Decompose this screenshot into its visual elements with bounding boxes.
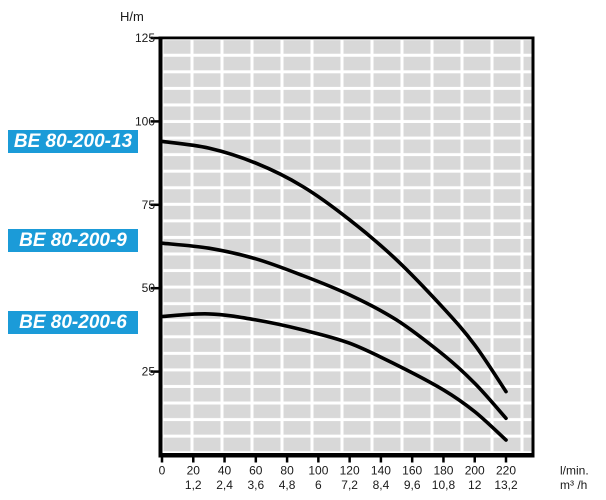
x-tick-label: 220 (496, 464, 516, 478)
x-tick (223, 457, 226, 463)
x-tick-label: 0 (159, 464, 166, 478)
x-tick-label-secondary: 4,8 (279, 478, 296, 492)
x-axis-unit-primary: l/min. (560, 464, 589, 478)
y-tick-label: 125 (135, 31, 155, 45)
x-tick (317, 457, 320, 463)
x-tick-label-secondary: 12 (468, 478, 482, 492)
x-tick (285, 457, 289, 463)
x-tick-label-secondary: 7,2 (341, 478, 358, 492)
x-tick (160, 457, 164, 463)
x-tick-label: 20 (187, 464, 201, 478)
y-tick (150, 36, 159, 40)
plot-border-right (531, 36, 535, 458)
y-axis-line (158, 36, 163, 458)
series-label-be-80-200-9: BE 80-200-9 (8, 229, 138, 252)
x-tick (254, 457, 258, 463)
x-tick-label-secondary: 10,8 (432, 478, 456, 492)
x-tick (442, 457, 445, 463)
y-tick-label: 25 (142, 365, 156, 379)
x-tick-label: 180 (433, 464, 453, 478)
x-tick-label: 140 (371, 464, 391, 478)
series-label-be-80-200-13: BE 80-200-13 (8, 130, 138, 153)
x-tick-label-secondary: 1,2 (185, 478, 202, 492)
curve-be-80-200-9 (160, 241, 508, 421)
x-tick-label: 40 (218, 464, 232, 478)
x-tick-label-secondary: 6 (315, 478, 322, 492)
curve-be-80-200-6 (160, 312, 508, 442)
plot-border-top (158, 36, 535, 40)
x-tick-label-secondary: 2,4 (216, 478, 233, 492)
x-tick (192, 457, 195, 463)
y-tick-label: 50 (142, 281, 156, 295)
x-tick-label-secondary: 8,4 (373, 478, 390, 492)
x-tick (379, 457, 383, 463)
x-tick (410, 457, 414, 463)
y-tick-label: 75 (142, 198, 156, 212)
y-tick-label: 100 (135, 114, 155, 128)
x-tick-label: 80 (280, 464, 294, 478)
y-tick (150, 203, 159, 207)
x-tick-label: 60 (249, 464, 263, 478)
x-tick-label-secondary: 9,6 (404, 478, 421, 492)
x-tick-label: 120 (340, 464, 360, 478)
x-tick (504, 457, 508, 463)
y-tick (150, 286, 159, 290)
x-tick-label-secondary: 13,2 (494, 478, 518, 492)
curve-be-80-200-13 (160, 139, 508, 394)
x-axis-unit-secondary: m³ /h (560, 478, 587, 492)
x-tick (473, 457, 476, 463)
series-label-be-80-200-6: BE 80-200-6 (8, 311, 138, 334)
grid (162, 39, 532, 453)
x-tick-label-secondary: 3,6 (247, 478, 264, 492)
y-tick (150, 120, 159, 123)
x-axis-line (158, 453, 535, 458)
y-tick (150, 370, 159, 373)
x-tick-label: 200 (465, 464, 485, 478)
x-tick (348, 457, 351, 463)
x-tick-label: 160 (402, 464, 422, 478)
x-tick-label: 100 (308, 464, 328, 478)
y-axis-unit-label: H/m (120, 9, 144, 24)
